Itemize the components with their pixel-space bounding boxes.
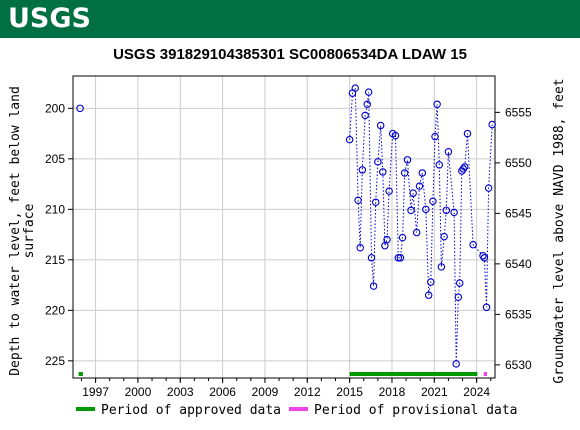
x-tick-label: 2009 — [252, 385, 279, 399]
data-point — [480, 254, 489, 262]
x-axis: 1997 2000 2003 2006 2009 2012 2015 2018 2021 2024 — [80, 378, 492, 399]
y-tick-label: 215 — [45, 253, 65, 267]
data-point — [400, 169, 409, 177]
x-tick-label: 2000 — [125, 385, 152, 399]
y2-tick-label: 6535 — [505, 307, 532, 321]
data-point — [403, 156, 412, 164]
data-point — [459, 165, 467, 173]
data-point — [407, 206, 415, 215]
data-point — [463, 129, 472, 138]
legend-provisional-label: Period of provisional data — [314, 403, 518, 418]
data-periods — [78, 372, 487, 376]
legend-approved-label: Period of approved data — [101, 403, 281, 418]
x-tick-label: 2018 — [379, 385, 406, 399]
y-axis-label-line1: Depth to water level, feet below land — [8, 86, 23, 376]
y2-tick-label: 6540 — [505, 257, 532, 271]
x-tick-label: 2012 — [294, 385, 321, 399]
data-point — [398, 233, 407, 242]
data-point — [450, 208, 458, 217]
data-point — [469, 240, 477, 249]
data-point — [361, 111, 369, 120]
data-point — [371, 198, 380, 207]
data-point — [354, 196, 362, 204]
approved-period-bar — [78, 372, 83, 376]
y-tick-label: 205 — [45, 152, 65, 166]
series-water-level — [76, 84, 496, 368]
x-tick-label: 2006 — [209, 385, 236, 399]
data-point — [454, 293, 463, 301]
x-tick-label: 2021 — [421, 385, 448, 399]
data-point — [385, 187, 393, 195]
legend: Period of approved data Period of provis… — [76, 403, 518, 418]
data-point — [442, 206, 451, 215]
data-point — [412, 228, 421, 237]
y-tick-label: 225 — [45, 354, 65, 368]
data-point — [391, 131, 400, 140]
usgs-header: USGS — [0, 0, 580, 38]
y-axis-label-line2: surface — [22, 203, 37, 258]
y-tick-label: 210 — [45, 202, 65, 216]
data-point — [367, 254, 376, 262]
data-point — [76, 104, 84, 113]
data-point — [383, 235, 391, 244]
data-point — [424, 291, 433, 299]
data-point — [422, 205, 430, 214]
data-point — [479, 252, 487, 260]
grid-lines — [73, 76, 495, 378]
data-point — [437, 263, 446, 271]
data-point — [435, 161, 444, 169]
data-point — [374, 158, 382, 166]
data-point — [455, 279, 464, 287]
plot-area — [72, 75, 496, 379]
data-point — [376, 121, 385, 130]
provisional-period-bar — [483, 372, 487, 376]
data-point — [431, 132, 439, 141]
y-axis-right: 6555 6550 6545 6540 6535 6530 — [495, 105, 532, 372]
y2-tick-label: 6545 — [505, 206, 532, 220]
data-point — [396, 254, 405, 262]
y2-tick-label: 6555 — [505, 105, 532, 119]
legend-approved-swatch — [76, 407, 95, 411]
data-point — [394, 254, 403, 262]
data-point — [427, 278, 435, 286]
data-point — [440, 232, 448, 241]
data-point — [433, 100, 441, 109]
data-point — [488, 120, 496, 129]
usgs-logo: USGS — [8, 3, 91, 34]
data-point — [351, 84, 360, 92]
x-tick-label: 2024 — [463, 385, 490, 399]
data-point — [482, 303, 491, 312]
data-point — [369, 282, 378, 290]
y2-axis-label: Groundwater level above NAVD 1988, feet — [552, 78, 567, 383]
x-tick-label: 2003 — [167, 385, 194, 399]
data-point — [484, 184, 493, 192]
data-point — [409, 189, 417, 197]
y2-tick-label: 6530 — [505, 358, 532, 372]
data-point — [364, 88, 373, 96]
x-tick-label: 2015 — [336, 385, 363, 399]
y2-tick-label: 6550 — [505, 156, 532, 170]
data-point — [452, 360, 460, 368]
data-point — [418, 169, 427, 177]
data-point — [429, 197, 437, 205]
approved-period-bar — [349, 372, 478, 376]
data-point — [345, 135, 354, 144]
data-point — [460, 163, 469, 171]
data-point — [444, 148, 453, 156]
y-tick-label: 220 — [45, 303, 65, 317]
data-point — [356, 243, 364, 252]
x-tick-label: 1997 — [82, 385, 109, 399]
series-line — [349, 86, 493, 364]
legend-provisional-swatch — [289, 407, 308, 411]
data-point — [363, 100, 372, 109]
y-axis-left: 200 205 210 215 220 225 — [45, 101, 73, 368]
data-point — [415, 182, 424, 190]
chart-title: USGS 391829104385301 SC00806534DA LDAW 1… — [113, 46, 467, 63]
data-point — [358, 166, 367, 174]
y-tick-label: 200 — [45, 101, 65, 115]
data-point — [379, 168, 387, 176]
